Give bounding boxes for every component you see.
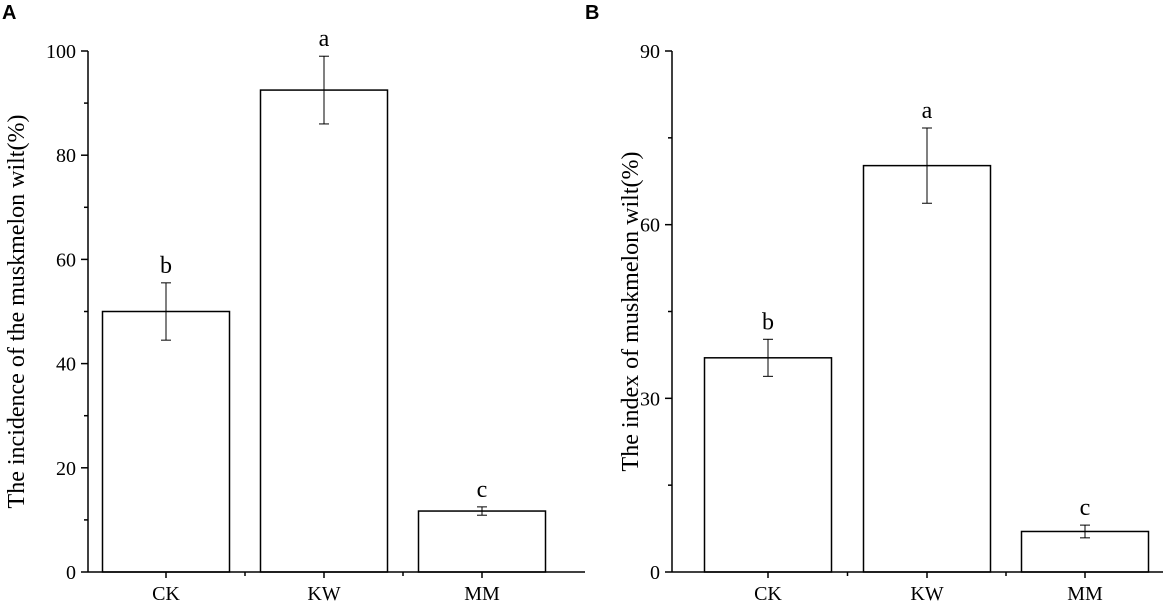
- y-tick-label: 90: [640, 41, 660, 63]
- x-tick-label: CK: [152, 583, 180, 605]
- chart-panel-a: Ab CK a KW c MM 0 20 40 60 80 100 The incidence of t…: [2, 2, 585, 605]
- panel-label: A: [2, 2, 16, 24]
- x-tick-label: MM: [464, 583, 500, 605]
- error-bar-ck: [763, 338, 773, 377]
- significance-label: c: [1080, 495, 1091, 521]
- x-tick-label: CK: [754, 583, 782, 605]
- y-tick-label: 40: [56, 354, 76, 376]
- x-tick-label: KW: [307, 583, 340, 605]
- y-tick-label: 100: [46, 41, 76, 63]
- error-bar-ck: [161, 282, 171, 341]
- y-tick-label: 0: [66, 562, 76, 584]
- bar-kw: [862, 164, 992, 573]
- x-tick-label: KW: [910, 583, 943, 605]
- chart-panel-b: Bb CK a KW c MM 0 30 60 90 The index of muskmelon …: [585, 2, 1163, 605]
- y-axis-title: The index of muskmelon wilt(%): [618, 152, 644, 472]
- significance-label: b: [160, 253, 172, 279]
- bar-kw: [259, 89, 389, 573]
- y-tick-label: 80: [56, 145, 76, 167]
- y-tick-label: 30: [640, 388, 660, 410]
- error-bar-kw: [319, 55, 329, 125]
- y-tick-label: 60: [640, 215, 660, 237]
- error-bar-mm: [1080, 524, 1090, 539]
- panel-label: B: [585, 2, 599, 24]
- significance-label: c: [477, 477, 488, 503]
- error-bar-kw: [922, 127, 932, 204]
- significance-label: a: [922, 98, 933, 124]
- bar-ck: [703, 357, 833, 573]
- x-tick-label: MM: [1067, 583, 1103, 605]
- bar-mm: [417, 510, 547, 573]
- y-tick-label: 60: [56, 249, 76, 271]
- error-bar-mm: [477, 506, 487, 516]
- significance-label: a: [319, 26, 330, 52]
- y-tick-label: 20: [56, 458, 76, 480]
- significance-label: b: [762, 309, 774, 335]
- y-tick-label: 0: [650, 562, 660, 584]
- y-axis-title: The incidence of the muskmelon wilt(%): [4, 115, 30, 509]
- bar-ck: [101, 310, 231, 573]
